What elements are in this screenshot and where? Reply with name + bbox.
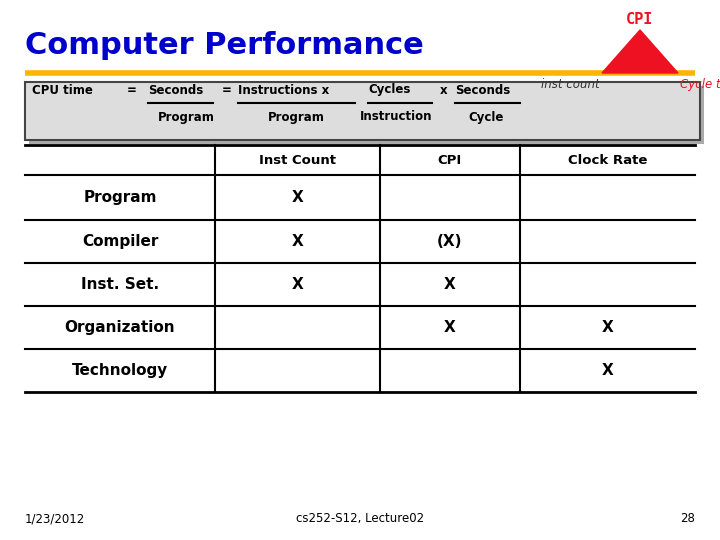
Text: Inst. Set.: Inst. Set. (81, 277, 159, 292)
Text: Program: Program (84, 190, 157, 205)
Text: 1/23/2012: 1/23/2012 (25, 512, 85, 525)
Text: CPI: CPI (626, 12, 654, 27)
FancyBboxPatch shape (29, 86, 704, 144)
Text: Instruction: Instruction (360, 111, 433, 124)
Text: CPI: CPI (438, 153, 462, 166)
Text: X: X (292, 190, 303, 205)
Text: (X): (X) (437, 234, 463, 249)
Text: CPU time: CPU time (32, 84, 93, 97)
Text: =: = (127, 84, 137, 97)
Text: Program: Program (268, 111, 325, 124)
Text: Seconds: Seconds (455, 84, 510, 97)
Text: Instructions x: Instructions x (238, 84, 329, 97)
Text: inst count: inst count (541, 78, 600, 91)
Text: Cycles: Cycles (368, 84, 410, 97)
Text: Seconds: Seconds (148, 84, 203, 97)
Text: cs252-S12, Lecture02: cs252-S12, Lecture02 (296, 512, 424, 525)
Text: Clock Rate: Clock Rate (568, 153, 647, 166)
Text: X: X (602, 363, 613, 378)
Text: Cycle: Cycle (468, 111, 503, 124)
Text: Inst Count: Inst Count (259, 153, 336, 166)
Text: X: X (444, 320, 456, 335)
Text: Cycle time: Cycle time (680, 78, 720, 91)
Text: =: = (222, 84, 232, 97)
Text: Program: Program (158, 111, 215, 124)
Polygon shape (602, 30, 678, 73)
Text: Technology: Technology (72, 363, 168, 378)
Text: Computer Performance: Computer Performance (25, 31, 424, 60)
Text: X: X (292, 234, 303, 249)
Text: X: X (292, 277, 303, 292)
Text: X: X (444, 277, 456, 292)
Text: 28: 28 (680, 512, 695, 525)
Text: x: x (440, 84, 448, 97)
Text: Compiler: Compiler (82, 234, 158, 249)
Text: Organization: Organization (65, 320, 175, 335)
FancyBboxPatch shape (25, 82, 700, 140)
Text: X: X (602, 320, 613, 335)
